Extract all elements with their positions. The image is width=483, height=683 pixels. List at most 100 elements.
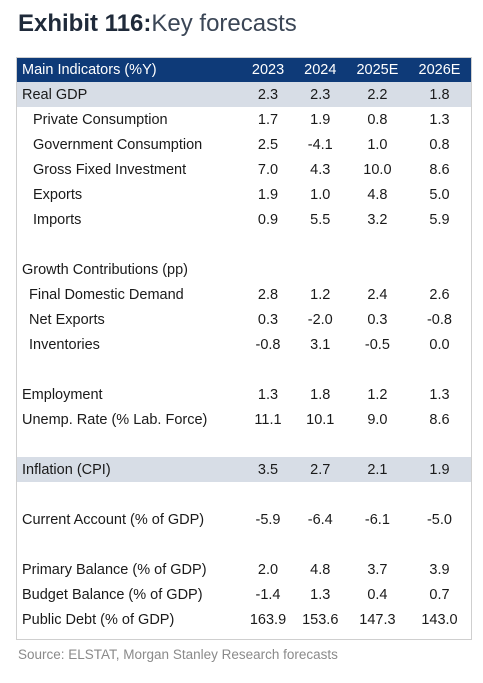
cell-2025e: 10.0 <box>363 161 392 178</box>
row-label: Gross Fixed Investment <box>33 161 187 178</box>
row-label: Real GDP <box>17 82 243 107</box>
cell-2024: 10.1 <box>306 411 335 428</box>
cell-2024: 3.1 <box>310 336 331 353</box>
cell-2025e: 0.3 <box>367 311 388 328</box>
cell-2026e: 5.9 <box>429 211 450 228</box>
header-2025e: 2025E <box>346 58 408 82</box>
row-real-gdp: Real GDP 2.3 2.3 2.2 1.8 <box>17 82 471 107</box>
row-label: Net Exports <box>29 311 105 328</box>
cell-2025e: 2.4 <box>367 286 388 303</box>
row-label: Unemp. Rate (% Lab. Force) <box>22 411 208 428</box>
row-label: Current Account (% of GDP) <box>22 511 205 528</box>
cell-2026e: 5.0 <box>429 186 450 203</box>
cell-2023: 2.5 <box>257 136 279 153</box>
cell-2025e: 3.2 <box>367 211 388 228</box>
cell-2024: -4.1 <box>307 136 333 153</box>
exhibit-number: Exhibit 116: <box>18 10 152 37</box>
cell-2023: 11.1 <box>254 411 282 428</box>
row-inventories: Inventories -0.8 3.1 -0.5 0.0 <box>17 332 471 357</box>
row-budget-balance: Budget Balance (% of GDP) -1.4 1.3 0.4 0… <box>17 582 471 607</box>
cell-2024: -2.0 <box>307 311 333 328</box>
cell-2024: -6.4 <box>307 511 333 528</box>
table-frame <box>16 57 472 640</box>
cell-2026e: 143.0 <box>421 611 458 628</box>
cell-2026e: 8.6 <box>429 411 450 428</box>
cell-2024: 1.8 <box>310 386 331 403</box>
cell-2026e: 0.7 <box>429 586 450 603</box>
cell-2023: 163.9 <box>249 611 287 628</box>
row-label: Imports <box>33 211 82 228</box>
header-2024: 2024 <box>293 58 347 82</box>
cell-2026e: -0.8 <box>426 311 452 328</box>
spacer-row <box>17 532 471 557</box>
source-note: Source: ELSTAT, Morgan Stanley Research … <box>18 647 338 662</box>
cell-2025e: 4.8 <box>367 186 388 203</box>
cell-2026e: 8.6 <box>429 161 450 178</box>
cell-2023: 0.9 <box>257 211 279 228</box>
cell-2024 <box>294 257 347 282</box>
row-public-debt: Public Debt (% of GDP) 163.9 153.6 147.3… <box>17 607 471 632</box>
row-government-consumption: Government Consumption 2.5 -4.1 1.0 0.8 <box>17 132 471 157</box>
cell-2026e: 1.3 <box>429 111 450 128</box>
cell-2024: 1.0 <box>310 186 331 203</box>
cell-2025e: 2.1 <box>346 457 408 482</box>
row-unemployment-rate: Unemp. Rate (% Lab. Force) 11.1 10.1 9.0… <box>17 407 471 432</box>
cell-2023: 1.7 <box>257 111 279 128</box>
spacer-cell <box>17 357 471 382</box>
cell-2023: 1.3 <box>257 386 279 403</box>
row-growth-contributions: Growth Contributions (pp) <box>17 257 471 282</box>
cell-2025e: 1.2 <box>367 386 388 403</box>
cell-2023: 2.8 <box>257 286 279 303</box>
cell-2023: -1.4 <box>255 586 281 603</box>
row-gross-fixed-investment: Gross Fixed Investment 7.0 4.3 10.0 8.6 <box>17 157 471 182</box>
cell-2026e: 1.9 <box>407 457 471 482</box>
row-current-account: Current Account (% of GDP) -5.9 -6.4 -6.… <box>17 507 471 532</box>
header-2026e: 2026E <box>407 58 471 82</box>
spacer-cell <box>17 432 471 457</box>
row-label: Exports <box>33 186 83 203</box>
cell-2024: 5.5 <box>310 211 331 228</box>
cell-2024: 1.3 <box>310 586 331 603</box>
row-label: Inflation (CPI) <box>17 457 243 482</box>
row-label: Inventories <box>29 336 100 353</box>
cell-2024: 4.3 <box>310 161 331 178</box>
row-label: Budget Balance (% of GDP) <box>22 586 203 603</box>
row-primary-balance: Primary Balance (% of GDP) 2.0 4.8 3.7 3… <box>17 557 471 582</box>
cell-2024: 153.6 <box>302 611 339 628</box>
cell-2026e: 1.8 <box>407 82 471 107</box>
cell-2023: 7.0 <box>257 161 279 178</box>
row-final-domestic-demand: Final Domestic Demand 2.8 1.2 2.4 2.6 <box>17 282 471 307</box>
cell-2024: 1.2 <box>310 286 331 303</box>
cell-2023: -5.9 <box>255 511 281 528</box>
cell-2025e <box>347 257 408 282</box>
cell-2024: 2.3 <box>293 82 347 107</box>
cell-2025e: 9.0 <box>367 411 388 428</box>
row-employment: Employment 1.3 1.8 1.2 1.3 <box>17 382 471 407</box>
spacer-row <box>17 482 471 507</box>
exhibit-title: Exhibit 116:Key forecasts <box>18 10 297 38</box>
cell-2026e <box>408 257 471 282</box>
cell-2026e: 0.0 <box>429 336 450 353</box>
cell-2023: 0.3 <box>257 311 279 328</box>
cell-2026e: 0.8 <box>429 136 450 153</box>
row-label: Government Consumption <box>33 136 203 153</box>
spacer-cell <box>17 482 471 507</box>
cell-2024: 1.9 <box>310 111 331 128</box>
cell-2026e: -5.0 <box>426 511 452 528</box>
header-2023: 2023 <box>242 58 294 82</box>
cell-2025e: 147.3 <box>359 611 396 628</box>
cell-2024: 2.7 <box>293 457 347 482</box>
cell-2026e: 2.6 <box>429 286 450 303</box>
row-label: Final Domestic Demand <box>29 286 184 303</box>
cell-2025e: 2.2 <box>346 82 408 107</box>
cell-2026e: 1.3 <box>429 386 450 403</box>
spacer-row <box>17 232 471 257</box>
cell-2023 <box>242 257 293 282</box>
row-exports: Exports 1.9 1.0 4.8 5.0 <box>17 182 471 207</box>
spacer-row <box>17 357 471 382</box>
cell-2025e: 0.8 <box>367 111 388 128</box>
row-net-exports: Net Exports 0.3 -2.0 0.3 -0.8 <box>17 307 471 332</box>
cell-2023: 1.9 <box>257 186 279 203</box>
cell-2025e: 1.0 <box>367 136 388 153</box>
exhibit-heading: Key forecasts <box>151 10 297 37</box>
